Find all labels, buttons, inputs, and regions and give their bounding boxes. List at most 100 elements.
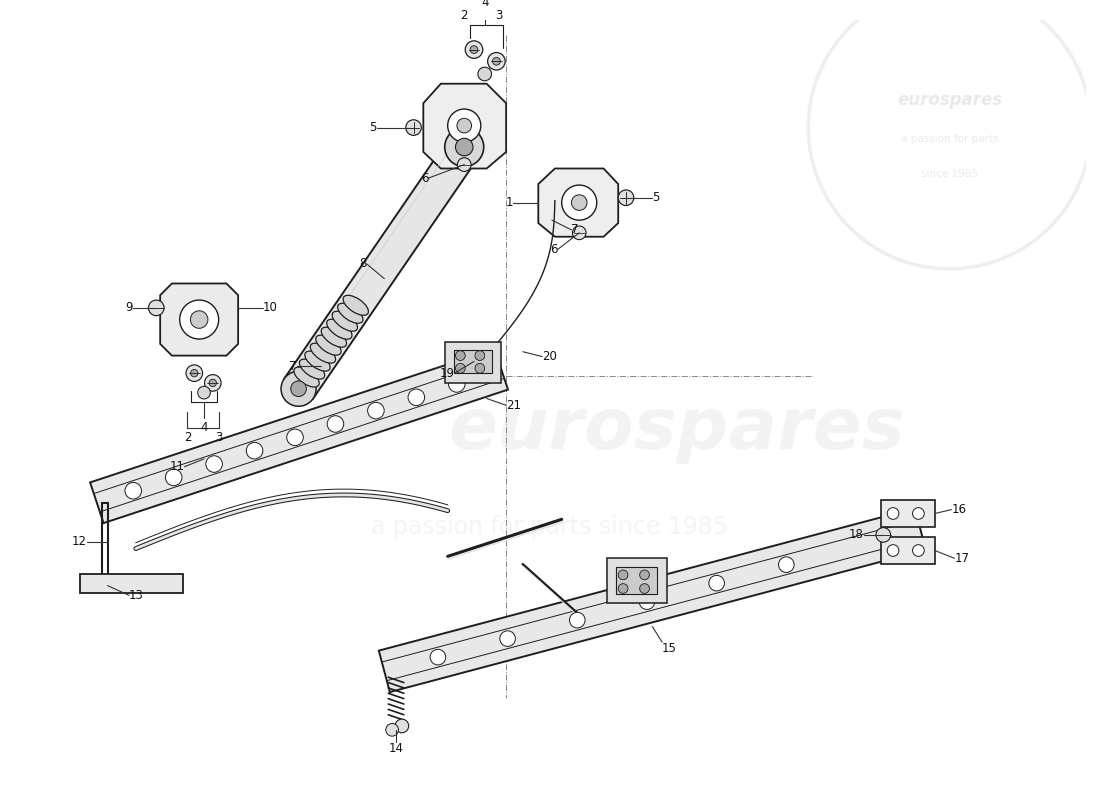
Text: 4: 4	[481, 0, 488, 10]
Ellipse shape	[343, 295, 368, 315]
Text: 10: 10	[263, 302, 277, 314]
Circle shape	[246, 442, 263, 459]
Text: eurospares: eurospares	[896, 91, 1002, 110]
Text: 18: 18	[849, 529, 864, 542]
Text: eurospares: eurospares	[449, 395, 905, 464]
Circle shape	[444, 127, 484, 166]
Text: 3: 3	[214, 431, 222, 444]
Circle shape	[487, 53, 505, 70]
Text: 21: 21	[506, 399, 521, 412]
Ellipse shape	[310, 343, 336, 363]
Text: 11: 11	[169, 460, 185, 474]
Circle shape	[190, 310, 208, 328]
Polygon shape	[378, 508, 926, 692]
Circle shape	[562, 185, 597, 220]
Circle shape	[913, 545, 924, 556]
Text: 20: 20	[542, 350, 557, 363]
Circle shape	[386, 723, 398, 736]
Text: 4: 4	[200, 422, 208, 434]
Circle shape	[639, 594, 654, 610]
Circle shape	[456, 118, 472, 133]
Circle shape	[290, 381, 307, 397]
Text: 9: 9	[125, 302, 133, 314]
Polygon shape	[538, 169, 618, 237]
Text: 5: 5	[652, 191, 660, 204]
Circle shape	[475, 363, 485, 373]
Ellipse shape	[321, 327, 346, 347]
Circle shape	[205, 374, 221, 391]
Bar	[454, 350, 492, 373]
Text: 19: 19	[440, 366, 454, 380]
Text: 5: 5	[370, 121, 376, 134]
Circle shape	[449, 376, 465, 392]
Circle shape	[913, 508, 924, 519]
Text: 6: 6	[420, 172, 428, 185]
Circle shape	[499, 631, 516, 646]
Circle shape	[165, 469, 182, 486]
Circle shape	[571, 195, 587, 210]
Circle shape	[618, 584, 628, 594]
Text: since 1985: since 1985	[921, 170, 978, 179]
Bar	[80, 574, 183, 594]
Bar	[881, 500, 935, 527]
Text: 6: 6	[550, 243, 558, 256]
Text: 1: 1	[506, 196, 513, 209]
Text: 7: 7	[289, 360, 297, 373]
Polygon shape	[90, 349, 508, 523]
Text: a passion for parts: a passion for parts	[901, 134, 999, 144]
Circle shape	[367, 402, 384, 419]
Circle shape	[779, 557, 794, 573]
Circle shape	[287, 429, 304, 446]
Circle shape	[876, 528, 891, 542]
Circle shape	[475, 350, 485, 361]
Circle shape	[280, 371, 316, 406]
Text: 2: 2	[461, 9, 468, 22]
Circle shape	[618, 190, 634, 206]
Text: 14: 14	[388, 742, 404, 754]
Circle shape	[477, 67, 492, 81]
Ellipse shape	[338, 303, 363, 323]
Ellipse shape	[316, 335, 341, 355]
Circle shape	[640, 584, 649, 594]
Circle shape	[888, 545, 899, 556]
Circle shape	[327, 416, 343, 432]
Ellipse shape	[299, 359, 324, 379]
Circle shape	[493, 58, 500, 65]
Circle shape	[148, 300, 164, 316]
Text: 16: 16	[952, 503, 967, 516]
Circle shape	[408, 389, 425, 406]
Bar	[616, 567, 657, 594]
Polygon shape	[424, 84, 506, 169]
Ellipse shape	[332, 311, 358, 331]
Circle shape	[888, 508, 899, 519]
Circle shape	[455, 363, 465, 373]
Ellipse shape	[305, 351, 330, 371]
Text: 7: 7	[571, 223, 579, 236]
Text: 15: 15	[662, 642, 676, 655]
Polygon shape	[161, 283, 238, 356]
Circle shape	[190, 370, 198, 377]
Bar	[444, 342, 502, 383]
Circle shape	[209, 379, 217, 386]
Text: 8: 8	[360, 258, 366, 270]
Text: 2: 2	[184, 431, 191, 444]
Polygon shape	[284, 137, 478, 398]
Circle shape	[708, 575, 725, 591]
Circle shape	[206, 456, 222, 472]
Circle shape	[395, 719, 409, 733]
Ellipse shape	[294, 367, 319, 387]
Circle shape	[640, 570, 649, 580]
Circle shape	[618, 570, 628, 580]
Circle shape	[198, 386, 210, 399]
Bar	[881, 537, 935, 564]
Bar	[606, 558, 667, 603]
Circle shape	[465, 41, 483, 58]
Circle shape	[455, 350, 465, 361]
Text: 17: 17	[955, 552, 969, 565]
Circle shape	[406, 120, 421, 135]
Circle shape	[430, 650, 446, 665]
Circle shape	[125, 482, 142, 499]
Circle shape	[470, 46, 477, 54]
Circle shape	[448, 109, 481, 142]
Text: a passion for parts since 1985: a passion for parts since 1985	[372, 515, 728, 539]
